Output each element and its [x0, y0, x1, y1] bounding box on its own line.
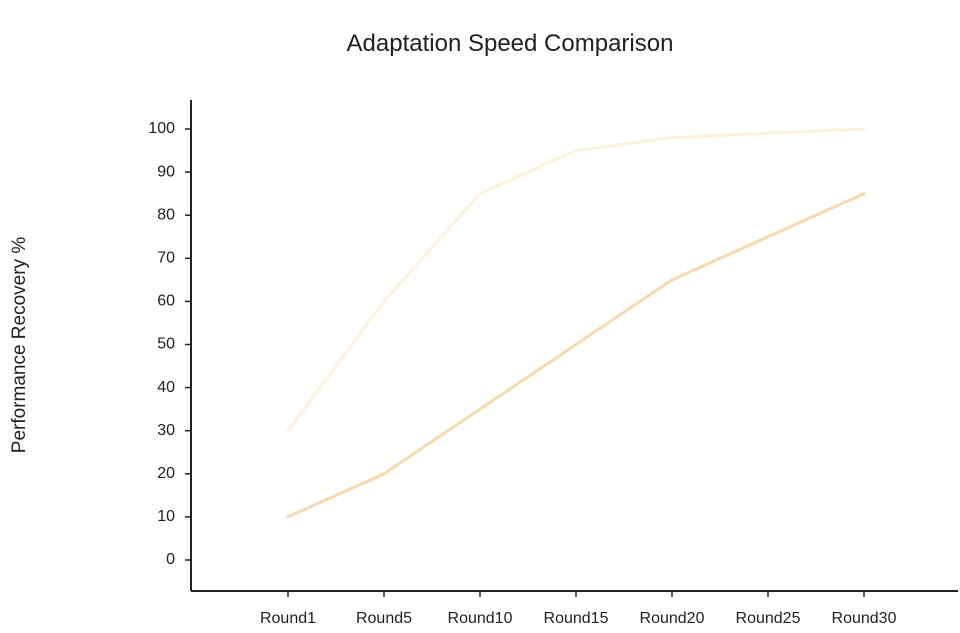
x-tick-label: Round20 — [640, 610, 705, 627]
y-tick-label: 40 — [157, 379, 175, 396]
data-point-series-2 — [478, 407, 482, 411]
x-tick-label: Round15 — [544, 610, 609, 627]
x-tick-label: Round25 — [736, 610, 801, 627]
y-axis-label: Performance Recovery % — [9, 237, 30, 454]
y-tick-label: 0 — [166, 551, 175, 568]
x-axis-ticks: Round1 Round5 Round10 Round15 Round20 Round25… — [260, 591, 897, 627]
data-point-series-2 — [862, 192, 866, 196]
series-line-1 — [286, 127, 866, 433]
data-point-series-1 — [862, 127, 866, 131]
y-tick-label: 100 — [148, 120, 175, 137]
y-tick-label: 30 — [157, 422, 175, 439]
y-tick-label: 50 — [157, 336, 175, 353]
x-tick-label: Round30 — [832, 610, 897, 627]
data-point-series-1 — [478, 192, 482, 196]
y-tick-label: 60 — [157, 293, 175, 310]
y-tick-label: 70 — [157, 250, 175, 267]
data-point-series-2 — [286, 515, 290, 519]
y-axis-ticks: 0 10 20 30 40 50 60 70 80 90 100 — [148, 120, 191, 568]
data-point-series-1 — [382, 299, 386, 303]
data-point-series-1 — [574, 149, 578, 153]
series-lines — [286, 127, 866, 519]
data-point-series-2 — [670, 278, 674, 282]
chart-title: Adaptation Speed Comparison — [347, 30, 674, 57]
y-tick-label: 10 — [157, 508, 175, 525]
data-point-series-2 — [766, 235, 770, 239]
data-point-series-1 — [766, 131, 770, 135]
data-point-series-1 — [286, 429, 290, 433]
x-tick-label: Round1 — [260, 610, 316, 627]
y-tick-label: 20 — [157, 465, 175, 482]
data-point-series-1 — [670, 136, 674, 140]
data-point-series-2 — [574, 343, 578, 346]
y-tick-label: 90 — [157, 163, 175, 180]
data-point-series-2 — [382, 472, 386, 476]
x-tick-label: Round10 — [448, 610, 513, 627]
x-tick-label: Round5 — [356, 610, 412, 627]
y-tick-label: 80 — [157, 206, 175, 223]
series-line-2 — [286, 192, 866, 519]
